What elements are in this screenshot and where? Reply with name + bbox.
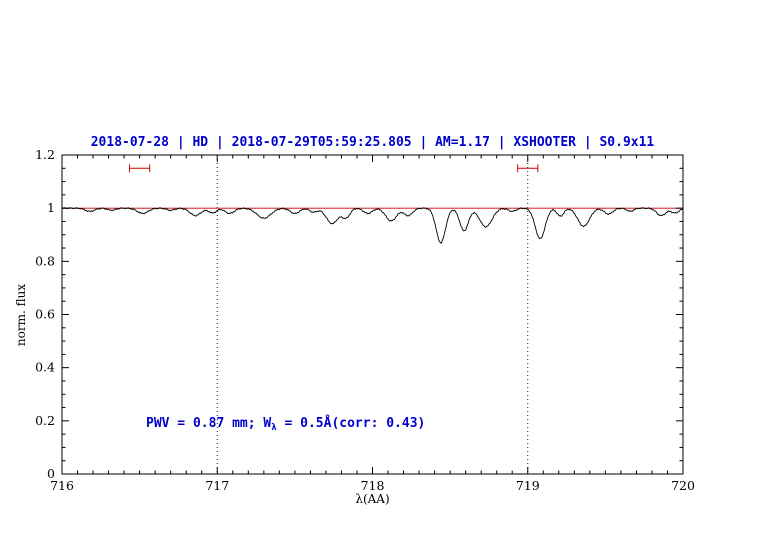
x-tick-label: 717 <box>205 478 229 493</box>
x-tick-label: 716 <box>50 478 74 493</box>
x-axis-label: λ(AA) <box>355 492 390 506</box>
spectrum-line <box>61 207 684 244</box>
pwv-annotation-prefix: PWV = 0.87 mm; W <box>146 416 272 431</box>
pwv-annotation: PWV = 0.87 mm; Wλ = 0.5Å(corr: 0.43) <box>146 416 425 433</box>
y-tick-label: 1 <box>47 200 55 215</box>
plot-frame <box>61 154 684 475</box>
y-tick-label: 0.8 <box>35 253 55 268</box>
y-tick-label: 0 <box>47 466 55 481</box>
pwv-annotation-suffix: = 0.5Å(corr: 0.43) <box>276 416 426 431</box>
y-tick-label: 0.6 <box>35 307 55 322</box>
x-tick-label: 720 <box>671 478 695 493</box>
y-axis-label: norm. flux <box>14 283 28 347</box>
plot-title: 2018-07-28 | HD | 2018-07-29T05:59:25.80… <box>90 135 655 150</box>
y-tick-label: 0.4 <box>35 360 55 375</box>
pwv-annotation-subscript: λ <box>271 423 277 433</box>
y-tick-label: 1.2 <box>35 147 55 162</box>
x-tick-label: 718 <box>361 478 385 493</box>
x-tick-label: 719 <box>516 478 540 493</box>
y-tick-label: 0.2 <box>35 413 55 428</box>
